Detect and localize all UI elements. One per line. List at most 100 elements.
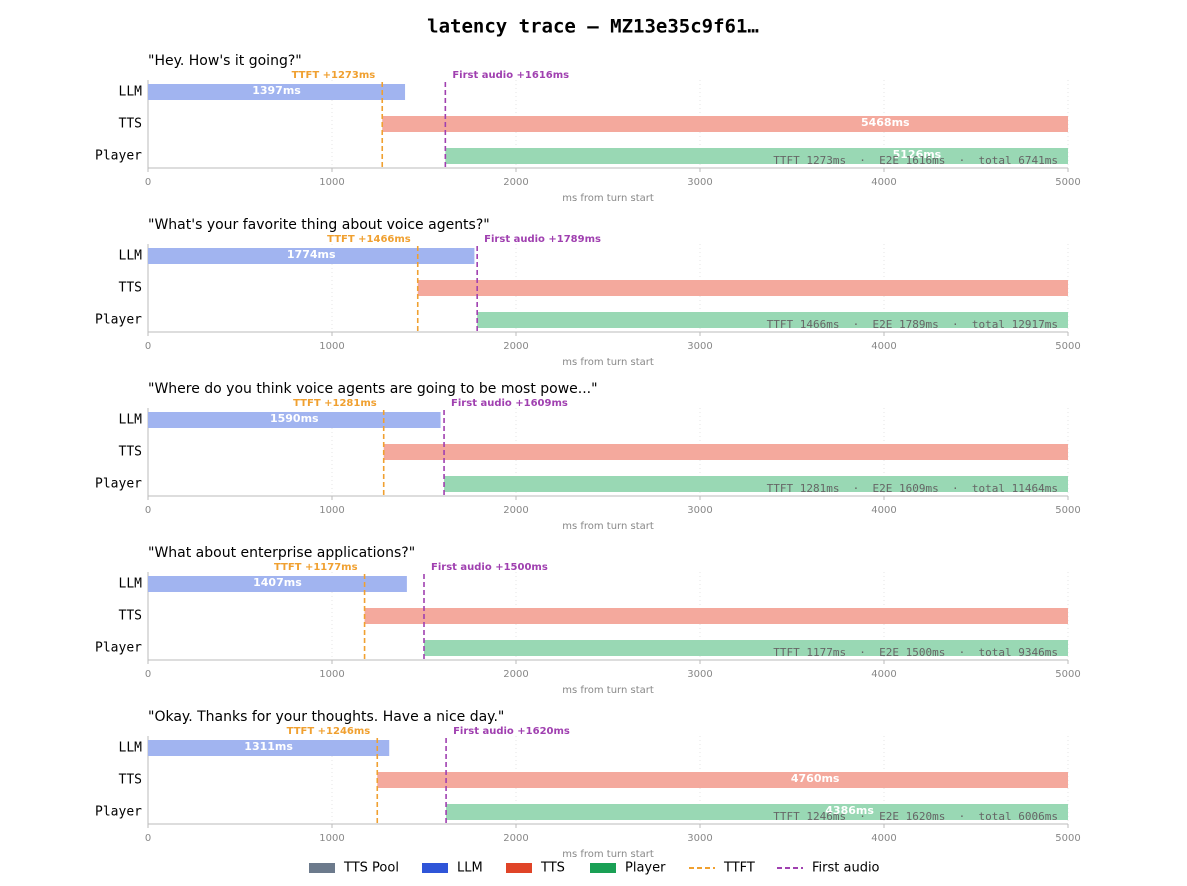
x-tick-label: 2000 — [503, 833, 528, 844]
figure-title: latency trace — MZ13e35c9f61… — [427, 16, 759, 38]
x-tick-label: 4000 — [871, 833, 896, 844]
legend-label: Player — [625, 861, 666, 876]
marker-label: First audio +1789ms — [484, 234, 601, 245]
x-tick-label: 0 — [145, 505, 151, 516]
legend-label: TTS Pool — [343, 861, 399, 876]
x-tick-label: 0 — [145, 833, 151, 844]
marker-label: TTFT +1177ms — [274, 562, 358, 573]
value-label: 5468ms — [861, 116, 910, 129]
marker-label: First audio +1500ms — [431, 562, 548, 573]
legend-swatch — [590, 863, 616, 873]
x-tick-label: 2000 — [503, 177, 528, 188]
legend-label: TTS — [540, 861, 565, 876]
bar — [424, 640, 1068, 656]
y-tick-label: Player — [95, 313, 142, 328]
x-tick-label: 2000 — [503, 505, 528, 516]
bar — [444, 476, 1068, 492]
y-tick-label: Player — [95, 149, 142, 164]
x-tick-label: 4000 — [871, 177, 896, 188]
x-tick-label: 5000 — [1055, 833, 1080, 844]
bar — [383, 444, 1068, 460]
x-tick-label: 0 — [145, 177, 151, 188]
x-tick-label: 1000 — [319, 505, 344, 516]
subplot-title: "What about enterprise applications?" — [148, 545, 415, 561]
y-tick-label: LLM — [119, 413, 143, 428]
value-label: 4386ms — [825, 804, 874, 817]
summary: TTFT 1177ms · E2E 1500ms · total 9346ms — [773, 646, 1058, 659]
summary: TTFT 1246ms · E2E 1620ms · total 6006ms — [773, 810, 1058, 823]
bar — [148, 740, 390, 756]
bar — [477, 312, 1068, 328]
legend-swatch — [506, 863, 532, 873]
marker-label: TTFT +1466ms — [327, 234, 411, 245]
x-tick-label: 5000 — [1055, 505, 1080, 516]
x-axis-label: ms from turn start — [562, 849, 654, 860]
subplot-title: "Okay. Thanks for your thoughts. Have a … — [148, 709, 504, 725]
legend-swatch — [422, 863, 448, 873]
marker-label: TTFT +1273ms — [292, 70, 376, 81]
y-tick-label: TTS — [119, 281, 142, 296]
bar — [377, 772, 1068, 788]
y-tick-label: Player — [95, 805, 142, 820]
bar — [148, 248, 475, 264]
bar — [445, 148, 1068, 164]
y-tick-label: TTS — [119, 609, 142, 624]
y-tick-label: TTS — [119, 117, 142, 132]
x-tick-label: 5000 — [1055, 341, 1080, 352]
x-tick-label: 2000 — [503, 341, 528, 352]
x-tick-label: 3000 — [687, 177, 712, 188]
value-label: 1774ms — [287, 248, 336, 261]
value-label: 1590ms — [270, 412, 319, 425]
x-tick-label: 1000 — [319, 341, 344, 352]
legend-swatch — [309, 863, 335, 873]
y-tick-label: LLM — [119, 741, 143, 756]
bar — [148, 84, 406, 100]
summary: TTFT 1273ms · E2E 1616ms · total 6741ms — [773, 154, 1058, 167]
bars — [148, 576, 1068, 656]
x-tick-label: 3000 — [687, 505, 712, 516]
x-tick-label: 0 — [145, 669, 151, 680]
x-tick-label: 1000 — [319, 833, 344, 844]
marker-label: First audio +1609ms — [451, 398, 568, 409]
y-tick-label: LLM — [119, 577, 143, 592]
bars — [148, 84, 1068, 164]
x-axis-label: ms from turn start — [562, 357, 654, 368]
marker-label: TTFT +1246ms — [287, 726, 371, 737]
x-tick-label: 5000 — [1055, 669, 1080, 680]
bars — [148, 248, 1068, 328]
x-tick-label: 3000 — [687, 833, 712, 844]
marker-label: First audio +1620ms — [453, 726, 570, 737]
subplot-title: "Hey. How's it going?" — [148, 53, 302, 69]
x-tick-label: 4000 — [871, 669, 896, 680]
legend-label: TTFT — [723, 861, 755, 876]
x-tick-label: 4000 — [871, 341, 896, 352]
bar — [148, 412, 441, 428]
x-tick-label: 3000 — [687, 341, 712, 352]
legend-label: First audio — [812, 861, 880, 876]
value-label: 1407ms — [253, 576, 302, 589]
x-tick-label: 1000 — [319, 177, 344, 188]
bar — [148, 576, 407, 592]
bar — [364, 608, 1068, 624]
value-label: 1397ms — [252, 84, 301, 97]
subplot-title: "What's your favorite thing about voice … — [148, 217, 490, 233]
y-tick-label: LLM — [119, 85, 143, 100]
y-tick-label: TTS — [119, 445, 142, 460]
x-tick-label: 5000 — [1055, 177, 1080, 188]
x-tick-label: 3000 — [687, 669, 712, 680]
x-axis-label: ms from turn start — [562, 521, 654, 532]
x-tick-label: 4000 — [871, 505, 896, 516]
x-tick-label: 0 — [145, 341, 151, 352]
x-tick-label: 2000 — [503, 669, 528, 680]
value-label: 1311ms — [244, 740, 293, 753]
value-label: 5126ms — [893, 148, 942, 161]
y-tick-label: TTS — [119, 773, 142, 788]
value-label: 4760ms — [791, 772, 840, 785]
y-tick-label: LLM — [119, 249, 143, 264]
x-tick-label: 1000 — [319, 669, 344, 680]
legend-label: LLM — [457, 861, 483, 876]
bars — [148, 740, 1068, 820]
bar — [417, 280, 1068, 296]
subplot-title: "Where do you think voice agents are goi… — [148, 381, 598, 397]
